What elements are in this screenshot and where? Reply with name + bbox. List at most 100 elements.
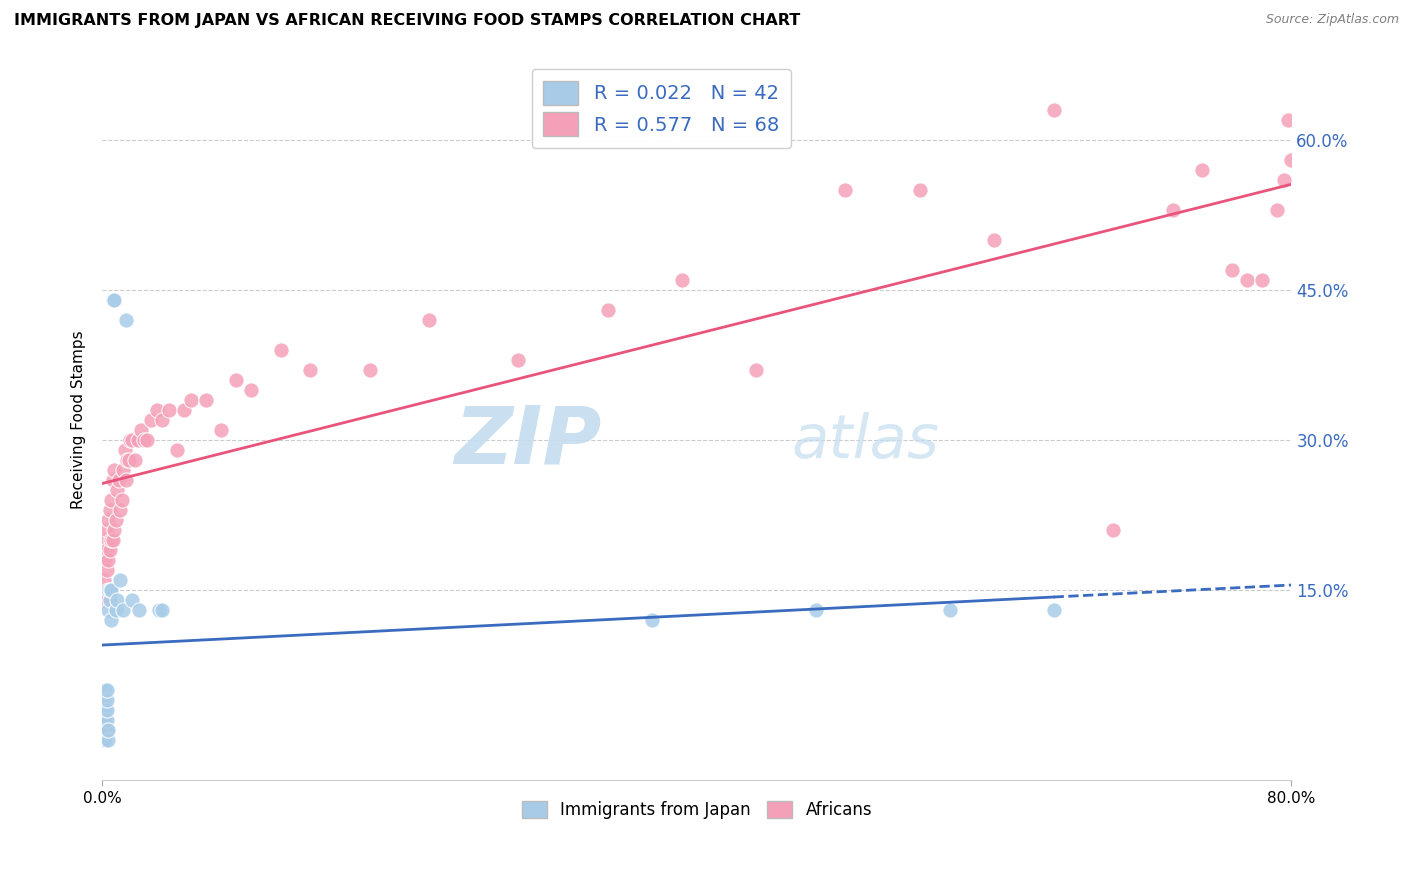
Point bbox=[908, 183, 931, 197]
Point bbox=[359, 363, 381, 377]
Point bbox=[150, 413, 173, 427]
Point bbox=[118, 453, 141, 467]
Point bbox=[745, 363, 768, 377]
Point bbox=[98, 543, 121, 558]
Point bbox=[135, 433, 157, 447]
Point bbox=[166, 442, 188, 457]
Point bbox=[96, 693, 118, 707]
Point bbox=[97, 553, 120, 567]
Point bbox=[117, 453, 139, 467]
Point bbox=[96, 713, 118, 727]
Point bbox=[98, 583, 121, 598]
Point bbox=[834, 183, 856, 197]
Point bbox=[596, 302, 619, 317]
Point bbox=[100, 533, 122, 547]
Point bbox=[157, 403, 180, 417]
Point bbox=[93, 723, 115, 738]
Point bbox=[101, 533, 124, 547]
Point bbox=[107, 473, 129, 487]
Point bbox=[94, 693, 117, 707]
Point bbox=[91, 733, 114, 747]
Point bbox=[1191, 162, 1213, 177]
Point bbox=[115, 473, 138, 487]
Point bbox=[96, 523, 118, 537]
Y-axis label: Receiving Food Stamps: Receiving Food Stamps bbox=[72, 331, 86, 509]
Point bbox=[94, 553, 117, 567]
Legend: Immigrants from Japan, Africans: Immigrants from Japan, Africans bbox=[515, 795, 879, 826]
Point bbox=[114, 442, 136, 457]
Point bbox=[96, 563, 118, 577]
Point bbox=[93, 713, 115, 727]
Text: ZIP: ZIP bbox=[454, 402, 602, 481]
Point bbox=[148, 603, 170, 617]
Point bbox=[101, 473, 124, 487]
Point bbox=[93, 553, 115, 567]
Point bbox=[101, 293, 124, 307]
Point bbox=[97, 733, 120, 747]
Point bbox=[96, 703, 118, 717]
Point bbox=[508, 352, 530, 367]
Point bbox=[111, 603, 134, 617]
Point bbox=[225, 373, 247, 387]
Point bbox=[98, 593, 121, 607]
Point bbox=[105, 483, 128, 497]
Point bbox=[1042, 603, 1064, 617]
Point bbox=[108, 573, 131, 587]
Point bbox=[96, 543, 118, 558]
Point bbox=[938, 603, 960, 617]
Point bbox=[100, 583, 122, 598]
Text: atlas: atlas bbox=[792, 412, 939, 471]
Point bbox=[1042, 103, 1064, 117]
Point bbox=[97, 723, 120, 738]
Point bbox=[108, 503, 131, 517]
Point bbox=[121, 433, 143, 447]
Point bbox=[173, 403, 195, 417]
Point bbox=[127, 433, 149, 447]
Text: IMMIGRANTS FROM JAPAN VS AFRICAN RECEIVING FOOD STAMPS CORRELATION CHART: IMMIGRANTS FROM JAPAN VS AFRICAN RECEIVI… bbox=[14, 13, 800, 29]
Point bbox=[129, 423, 152, 437]
Point bbox=[120, 433, 142, 447]
Point bbox=[671, 273, 693, 287]
Point bbox=[97, 603, 120, 617]
Point bbox=[96, 683, 118, 698]
Point bbox=[150, 603, 173, 617]
Point bbox=[103, 463, 125, 477]
Point bbox=[97, 513, 120, 527]
Point bbox=[98, 503, 121, 517]
Point bbox=[418, 313, 440, 327]
Point bbox=[983, 233, 1005, 247]
Point bbox=[1250, 273, 1272, 287]
Point bbox=[121, 593, 143, 607]
Point bbox=[94, 713, 117, 727]
Point bbox=[100, 493, 122, 508]
Point bbox=[128, 603, 150, 617]
Point bbox=[124, 453, 146, 467]
Point bbox=[141, 413, 163, 427]
Point bbox=[94, 593, 117, 607]
Point bbox=[146, 403, 169, 417]
Point bbox=[100, 613, 122, 627]
Point bbox=[94, 733, 117, 747]
Point bbox=[93, 573, 115, 587]
Point bbox=[270, 343, 292, 357]
Point bbox=[1272, 172, 1295, 186]
Point bbox=[94, 683, 117, 698]
Point bbox=[209, 423, 232, 437]
Point bbox=[1220, 262, 1243, 277]
Point bbox=[641, 613, 664, 627]
Point bbox=[93, 703, 115, 717]
Point bbox=[94, 703, 117, 717]
Point bbox=[1161, 202, 1184, 217]
Point bbox=[94, 723, 117, 738]
Point bbox=[94, 713, 117, 727]
Point bbox=[195, 392, 218, 407]
Point bbox=[132, 433, 155, 447]
Point bbox=[1236, 273, 1258, 287]
Point bbox=[180, 392, 202, 407]
Point bbox=[299, 363, 322, 377]
Point bbox=[94, 533, 117, 547]
Point bbox=[104, 513, 127, 527]
Point bbox=[1265, 202, 1288, 217]
Point bbox=[93, 713, 115, 727]
Point bbox=[97, 583, 120, 598]
